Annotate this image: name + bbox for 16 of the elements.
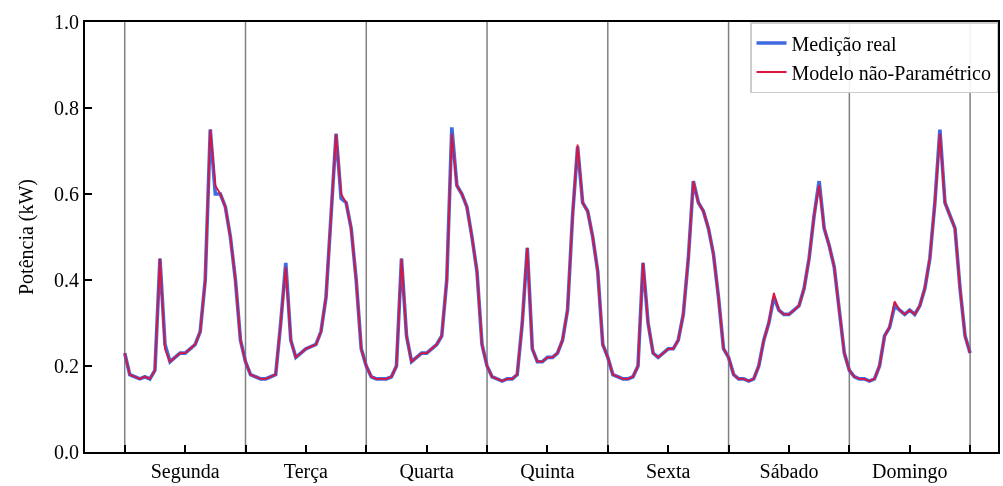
- y-tick-label: 0.8: [54, 97, 79, 119]
- x-tick-label: Segunda: [150, 460, 220, 483]
- x-tick-label: Sexta: [645, 460, 691, 482]
- legend-label: Modelo não-Paramétrico: [791, 61, 991, 84]
- y-tick-label: 0.4: [54, 269, 79, 291]
- x-tick-label: Quarta: [399, 460, 454, 482]
- y-tick-label: 0.6: [54, 183, 79, 205]
- x-tick-label: Sábado: [759, 460, 819, 482]
- y-tick-label: 0.0: [54, 441, 79, 463]
- x-tick-label: Terça: [283, 460, 329, 483]
- y-tick-label: 1.0: [54, 11, 79, 33]
- x-tick-label: Quinta: [520, 460, 575, 482]
- x-tick-label: Domingo: [871, 460, 948, 483]
- y-tick-label: 0.2: [54, 355, 79, 377]
- y-axis-title: Potência (kW): [15, 178, 38, 296]
- legend-label: Medição real: [791, 32, 897, 56]
